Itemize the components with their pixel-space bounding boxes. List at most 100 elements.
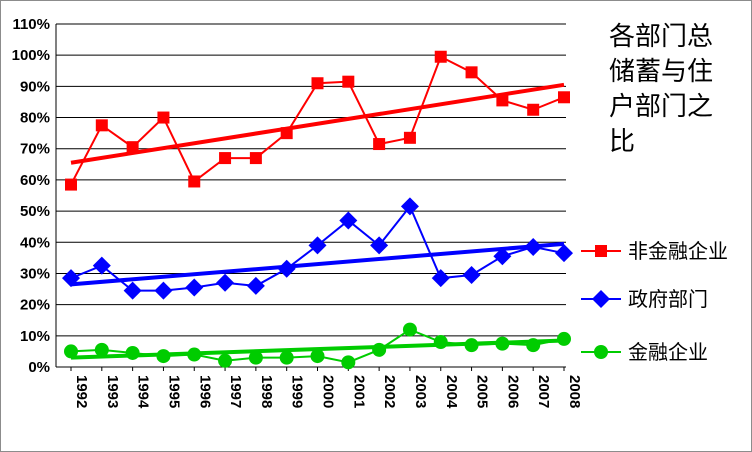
square-marker [188, 175, 201, 188]
square-marker [280, 127, 293, 140]
y-tick-labels: 0% 10% 20% 30% 40% 50% 60% 70% 80% 90% 100% 110% [12, 16, 50, 376]
square-marker [595, 245, 607, 257]
diamond-marker [92, 256, 111, 275]
diamond-marker [592, 290, 610, 308]
circle-marker [495, 336, 510, 351]
circle-marker [557, 331, 571, 346]
square-marker [373, 138, 386, 151]
x-tick-label: 1996 [196, 375, 213, 408]
square-marker [65, 178, 77, 191]
circle-marker [372, 342, 387, 357]
diamond-marker [462, 266, 481, 285]
circle-marker [433, 335, 448, 350]
diamond-marker [493, 247, 512, 266]
data-series [62, 50, 573, 370]
circle-marker [279, 350, 294, 365]
diamond-marker [431, 269, 450, 288]
circle-marker [310, 349, 325, 364]
chart-title-line: 储蓄与住 [609, 57, 713, 87]
square-marker [434, 50, 447, 63]
circle-marker [94, 342, 109, 357]
diamond-marker [308, 236, 327, 255]
diamond-marker [277, 259, 296, 278]
series-0 [65, 50, 570, 191]
x-tick-label: 2003 [412, 375, 429, 408]
y-tick-label: 0% [28, 359, 50, 376]
y-tick-label: 40% [20, 234, 50, 251]
x-tick-label: 2000 [320, 375, 337, 408]
series-line [70, 55, 565, 186]
y-tick-label: 30% [20, 265, 50, 282]
circle-marker [464, 338, 479, 353]
x-tick-label: 1994 [135, 375, 152, 409]
diamond-marker [123, 281, 142, 300]
x-tick-label: 2005 [474, 375, 491, 408]
square-marker [342, 75, 355, 88]
circle-marker [341, 355, 356, 370]
diamond-marker [216, 273, 235, 292]
x-tick-label: 1998 [258, 375, 275, 408]
y-tick-label: 100% [12, 47, 50, 64]
series-2 [64, 322, 571, 370]
x-tick-label: 2006 [504, 375, 521, 408]
y-tick-label: 50% [20, 203, 50, 220]
diamond-marker [370, 236, 389, 255]
x-tick-label: 2008 [566, 375, 583, 408]
y-tick-label: 60% [20, 172, 50, 189]
square-marker [219, 152, 232, 165]
circle-marker [156, 349, 171, 364]
square-marker [157, 111, 170, 124]
series-1 [62, 197, 573, 300]
x-tick-labels: 1992 1993 1994 1995 1996 1997 1998 1999 2000 2001… [73, 375, 583, 409]
x-tick-label: 1999 [289, 375, 306, 408]
trend-lines [70, 82, 565, 360]
x-tick-label: 2002 [381, 375, 398, 408]
x-tick-label: 1995 [165, 375, 182, 408]
legend-label: 金融企业 [628, 340, 708, 364]
diamond-marker [246, 276, 265, 295]
circle-marker [594, 345, 608, 359]
x-tick-label: 1992 [73, 375, 90, 408]
legend-label: 政府部门 [628, 287, 708, 311]
square-marker [311, 77, 324, 90]
square-marker [496, 94, 509, 107]
y-tick-label: 110% [12, 16, 50, 33]
circle-marker [248, 350, 263, 365]
circle-marker [402, 322, 417, 337]
y-tick-label: 70% [20, 141, 50, 158]
y-tick-label: 20% [20, 297, 50, 314]
diamond-marker [339, 211, 358, 230]
diamond-marker [524, 237, 543, 256]
x-tick-label: 2001 [350, 375, 367, 408]
y-tick-label: 90% [20, 78, 50, 95]
square-marker [558, 91, 570, 104]
square-marker [527, 103, 540, 116]
x-tick-label: 2004 [443, 375, 460, 409]
chart-title-line: 各部门总 [609, 22, 713, 52]
chart-title-line: 户部门之 [609, 92, 713, 122]
circle-marker [187, 347, 202, 362]
x-tick-label: 1993 [104, 375, 121, 408]
y-tick-label: 80% [20, 110, 50, 127]
x-tick-label: 1997 [227, 375, 244, 408]
trend-line [70, 241, 565, 287]
axes [55, 24, 566, 371]
square-marker [249, 152, 262, 165]
diamond-marker [62, 269, 80, 288]
diamond-marker [185, 278, 204, 297]
diamond-marker [555, 244, 573, 263]
circle-marker [218, 353, 233, 368]
square-marker [403, 131, 416, 144]
gridlines [56, 23, 566, 368]
trend-line [70, 82, 565, 165]
legend-label: 非金融企业 [628, 239, 728, 263]
chart-title-line: 比 [609, 127, 635, 157]
square-marker [126, 141, 139, 154]
y-tick-label: 10% [20, 328, 50, 345]
circle-marker [125, 345, 140, 360]
diamond-marker [154, 281, 173, 300]
